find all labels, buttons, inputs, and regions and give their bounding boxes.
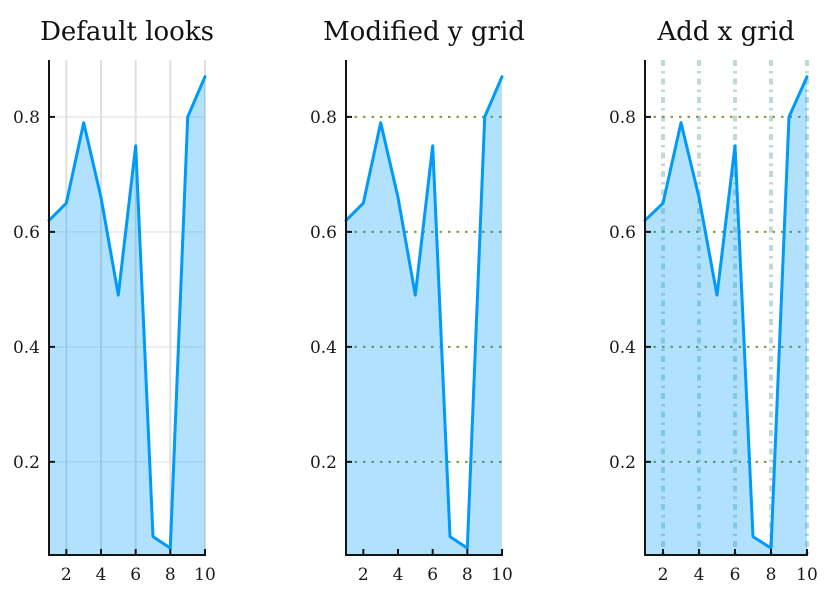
y-tick-label: 0.4	[13, 338, 40, 358]
y-tick-label: 0.6	[609, 223, 636, 243]
series-line	[47, 75, 207, 550]
x-tick-label: 4	[393, 565, 404, 585]
y-tick-label: 0.8	[13, 108, 40, 128]
y-tick-label: 0.6	[13, 223, 40, 243]
subplot-1: 0.2 0.4 0.6 0.8 2 4 6 8 10 Default looks	[13, 17, 216, 585]
y-tick-label: 0.2	[310, 453, 337, 473]
x-tick-label: 8	[462, 565, 473, 585]
x-tick-label: 8	[766, 565, 777, 585]
x-tick-label: 10	[491, 565, 513, 585]
y-tick-label: 0.4	[310, 338, 337, 358]
y-tick-label: 0.8	[609, 108, 636, 128]
x-tick-label: 2	[61, 565, 72, 585]
area-fill	[49, 76, 205, 555]
x-tick-label: 8	[165, 565, 176, 585]
x-tick-label: 6	[730, 565, 741, 585]
y-tick-label: 0.4	[609, 338, 636, 358]
subplot-title: Modified y grid	[323, 17, 525, 47]
subplot-title: Add x grid	[656, 17, 794, 47]
x-tick-label: 2	[358, 565, 369, 585]
y-tick-label: 0.8	[310, 108, 337, 128]
series-line	[344, 75, 504, 550]
x-tick-label: 2	[658, 565, 669, 585]
x-tick-label: 4	[694, 565, 705, 585]
x-tick-label: 4	[96, 565, 107, 585]
series-line	[643, 75, 809, 550]
subplot-2: 0.2 0.4 0.6 0.8 2 4 6 8 10 Modified y grid	[310, 17, 525, 585]
area-fill	[346, 76, 502, 555]
x-tick-label: 10	[796, 565, 818, 585]
subplot-3: 0.2 0.4 0.6 0.8 2 4 6 8 10 Add x grid	[609, 17, 818, 585]
y-tick-label: 0.2	[609, 453, 636, 473]
x-tick-label: 6	[427, 565, 438, 585]
y-tick-label: 0.6	[310, 223, 337, 243]
subplot-title: Default looks	[40, 17, 214, 47]
x-tick-label: 6	[130, 565, 141, 585]
area-fill	[645, 76, 807, 555]
y-tick-label: 0.2	[13, 453, 40, 473]
x-tick-label: 10	[194, 565, 216, 585]
